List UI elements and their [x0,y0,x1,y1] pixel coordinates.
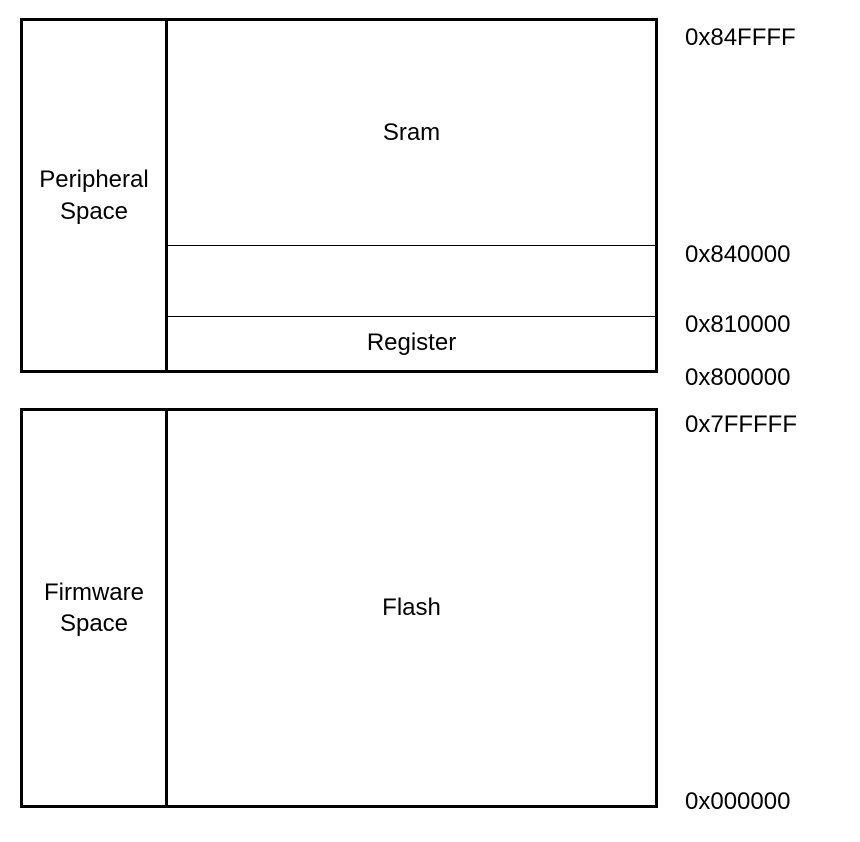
sram-label: Sram [383,119,440,147]
gap-region [168,245,655,316]
addr-label-000000: 0x000000 [685,788,790,816]
firmware-space-label-cell: Firmware Space [20,408,168,808]
firmware-space-block: Firmware Space Flash [20,408,658,808]
peripheral-regions: Sram Register [168,18,658,373]
addr-label-7fffff: 0x7FFFFF [685,411,797,439]
flash-region: Flash [168,411,655,805]
addr-label-840000: 0x840000 [685,241,790,269]
flash-label: Flash [382,594,441,622]
addr-label-84ffff: 0x84FFFF [685,24,796,52]
peripheral-space-label: Peripheral Space [39,164,148,226]
peripheral-space-label-cell: Peripheral Space [20,18,168,373]
register-label: Register [367,329,456,357]
peripheral-space-block: Peripheral Space Sram Register [20,18,658,373]
addr-label-810000: 0x810000 [685,311,790,339]
sram-region: Sram [168,21,655,245]
memory-map-diagram: Peripheral Space Sram Register Firmware … [20,18,840,828]
firmware-regions: Flash [168,408,658,808]
addr-label-800000: 0x800000 [685,364,790,392]
register-region: Register [168,316,655,370]
firmware-space-label: Firmware Space [44,577,144,639]
